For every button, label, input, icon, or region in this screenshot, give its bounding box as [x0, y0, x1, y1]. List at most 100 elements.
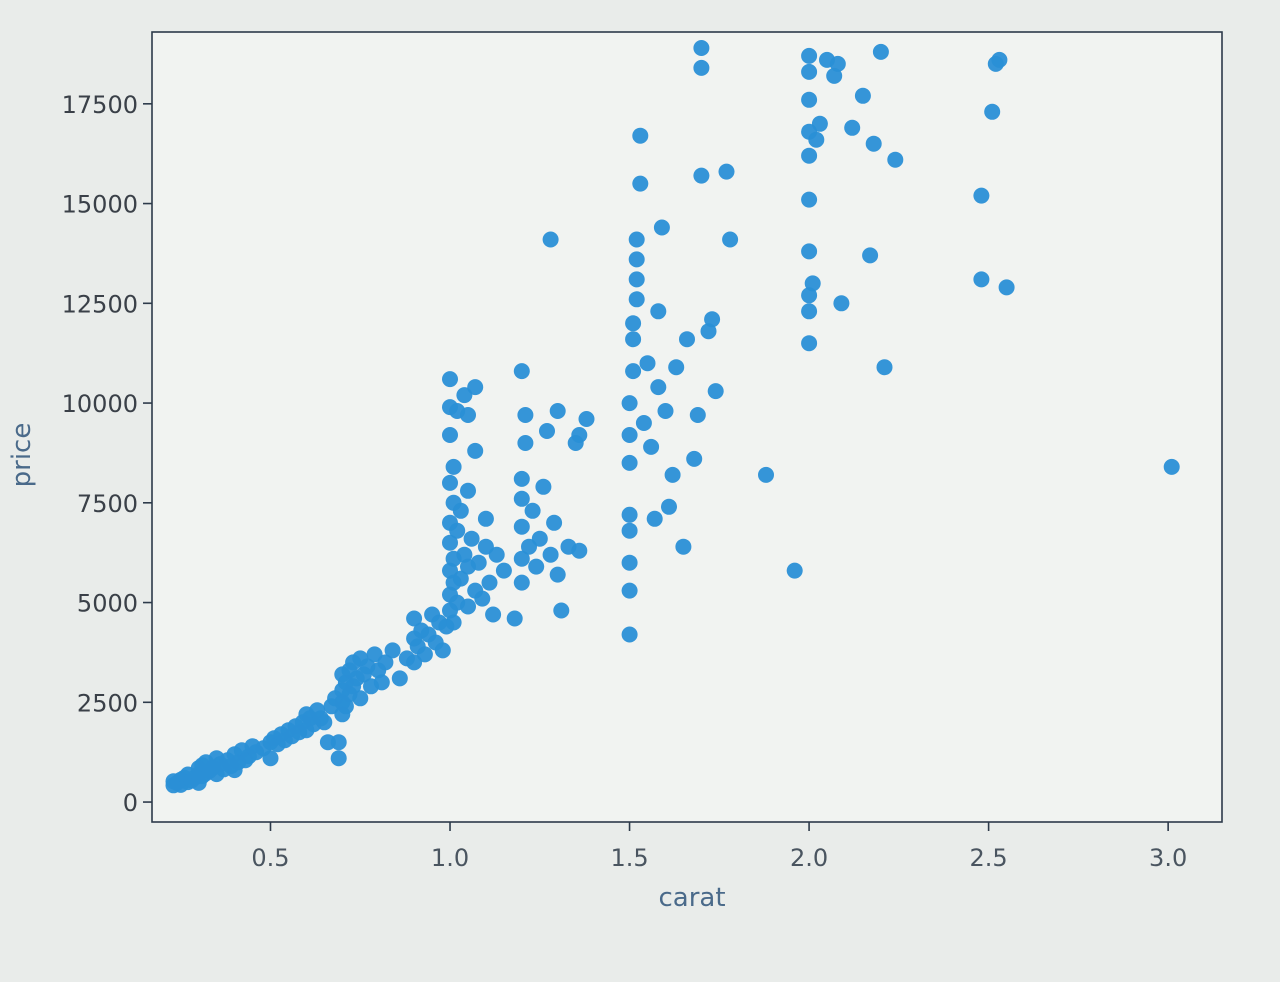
- data-point: [635, 415, 652, 431]
- x-tick-label: 3.0: [1149, 844, 1187, 872]
- data-point: [330, 734, 347, 751]
- data-point: [621, 582, 638, 599]
- data-point: [657, 403, 674, 419]
- data-point: [542, 231, 559, 248]
- data-point: [650, 379, 667, 396]
- data-point: [639, 355, 656, 372]
- data-point: [513, 518, 530, 535]
- data-point: [481, 574, 498, 591]
- data-point: [801, 191, 818, 208]
- data-point: [549, 566, 566, 583]
- data-point: [829, 55, 846, 72]
- y-tick-label: 17500: [62, 91, 138, 119]
- data-point: [485, 606, 502, 623]
- data-point: [689, 407, 706, 423]
- data-point: [467, 442, 484, 459]
- data-point: [801, 303, 818, 320]
- data-point: [474, 590, 491, 607]
- data-point: [517, 407, 534, 423]
- data-point: [539, 423, 555, 439]
- x-tick-label: 1.5: [610, 844, 648, 872]
- data-point: [704, 311, 721, 328]
- data-point: [628, 291, 645, 308]
- data-point: [865, 135, 882, 152]
- data-point: [488, 546, 505, 563]
- points-layer: [165, 40, 1180, 794]
- data-point: [801, 63, 818, 80]
- data-point: [625, 331, 642, 348]
- data-point: [973, 187, 990, 204]
- data-point: [693, 40, 710, 56]
- plot-area-frame: [151, 31, 1223, 823]
- data-point: [804, 275, 821, 292]
- data-point: [535, 478, 552, 495]
- y-tick-label: 12500: [62, 290, 138, 318]
- data-point: [628, 271, 645, 288]
- x-axis: 0.5 1.0 1.5 2.0 2.5 3.0: [251, 822, 1187, 872]
- data-point: [506, 610, 523, 627]
- data-point: [693, 167, 710, 184]
- data-point: [621, 395, 638, 412]
- data-point: [632, 127, 649, 144]
- data-point: [650, 303, 667, 320]
- data-point: [621, 454, 638, 471]
- data-point: [722, 231, 739, 248]
- x-tick-label: 0.5: [251, 844, 289, 872]
- data-point: [330, 750, 347, 767]
- data-point: [973, 271, 990, 288]
- data-point: [449, 522, 466, 539]
- data-point: [442, 371, 458, 388]
- data-point: [801, 335, 818, 352]
- y-axis: 0 2500 5000 7500 10000 12500 15000 17500: [62, 91, 152, 817]
- data-point: [621, 554, 638, 571]
- data-point: [434, 642, 451, 659]
- data-point: [833, 295, 850, 312]
- data-point: [467, 379, 484, 396]
- data-point: [460, 482, 476, 499]
- data-point: [460, 598, 476, 615]
- data-point: [549, 403, 566, 419]
- data-point: [664, 466, 681, 483]
- data-point: [862, 247, 879, 264]
- data-point: [872, 43, 889, 60]
- data-point: [801, 91, 818, 108]
- data-point: [621, 427, 638, 443]
- data-point: [470, 554, 487, 571]
- data-point: [524, 502, 541, 519]
- data-point: [991, 51, 1008, 68]
- y-tick-label: 5000: [77, 590, 138, 618]
- data-point: [391, 670, 408, 687]
- data-point: [844, 119, 861, 136]
- data-point: [571, 427, 588, 443]
- data-point: [625, 315, 642, 332]
- data-point: [528, 558, 545, 575]
- data-point: [513, 470, 530, 487]
- data-point: [337, 698, 354, 715]
- data-point: [643, 438, 660, 455]
- data-point: [513, 550, 530, 567]
- data-point: [686, 450, 703, 467]
- data-point: [553, 602, 570, 619]
- x-tick-label: 1.0: [431, 844, 469, 872]
- data-point: [352, 690, 369, 707]
- data-point: [984, 103, 1001, 120]
- data-point: [668, 359, 685, 376]
- data-point: [621, 626, 638, 643]
- x-axis-label: carat: [658, 883, 725, 913]
- data-point: [693, 59, 710, 76]
- data-point: [406, 610, 423, 627]
- data-point: [854, 87, 871, 104]
- data-point: [801, 147, 818, 164]
- data-point: [445, 614, 462, 631]
- data-point: [646, 510, 663, 527]
- data-point: [887, 151, 904, 168]
- data-point: [463, 530, 480, 547]
- data-point: [653, 219, 670, 236]
- data-point: [621, 522, 638, 539]
- data-point: [517, 435, 534, 451]
- data-point: [542, 546, 559, 563]
- data-point: [801, 243, 818, 260]
- y-axis-label: price: [7, 423, 37, 488]
- data-point: [377, 654, 394, 671]
